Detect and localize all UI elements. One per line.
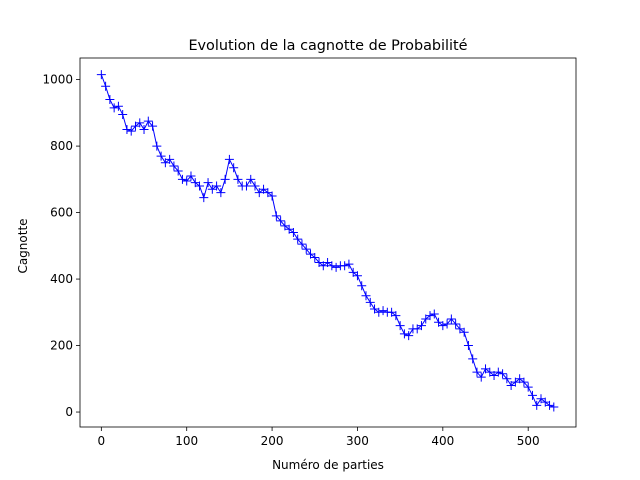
- data-point-marker: [216, 188, 226, 198]
- data-point-marker: [276, 216, 286, 226]
- data-point-marker: [442, 319, 452, 329]
- data-point-marker: [143, 116, 153, 126]
- data-point-marker: [301, 244, 311, 254]
- data-point-marker: [549, 402, 559, 412]
- data-point-marker: [310, 252, 320, 262]
- data-point-marker: [105, 95, 115, 105]
- data-point-marker: [288, 228, 298, 238]
- data-point-marker: [199, 193, 209, 203]
- y-tick-label: 1000: [42, 73, 73, 87]
- data-point-marker: [476, 372, 486, 382]
- data-point-marker: [233, 174, 243, 184]
- data-point-marker: [126, 126, 136, 136]
- x-axis-label: Numéro de parties: [272, 458, 384, 472]
- y-tick-label: 200: [50, 339, 73, 353]
- data-point-marker: [331, 262, 341, 272]
- data-point-marker: [327, 261, 337, 271]
- data-point-marker: [463, 341, 473, 351]
- data-point-marker: [118, 110, 128, 120]
- x-tick-label: 100: [175, 434, 198, 448]
- data-point-marker: [523, 382, 533, 392]
- data-point-marker: [438, 321, 448, 331]
- data-point-marker: [177, 174, 187, 184]
- data-point-marker: [113, 101, 123, 111]
- x-tick-label: 300: [346, 434, 369, 448]
- data-point-marker: [156, 151, 166, 161]
- data-point-marker: [203, 178, 213, 188]
- data-point-marker: [519, 377, 529, 387]
- data-point-marker: [182, 176, 192, 186]
- data-point-marker: [365, 297, 375, 307]
- data-point-marker: [152, 141, 162, 151]
- y-tick-label: 600: [50, 206, 73, 220]
- data-point-marker: [173, 166, 183, 176]
- data-point-marker: [502, 374, 512, 384]
- data-point-marker: [241, 181, 251, 191]
- y-tick-label: 400: [50, 272, 73, 286]
- data-point-marker: [135, 118, 145, 128]
- data-point-marker: [498, 369, 508, 379]
- data-point-marker: [139, 124, 149, 134]
- x-tick-label: 0: [98, 434, 106, 448]
- data-point-marker: [493, 367, 503, 377]
- data-point-marker: [250, 181, 260, 191]
- data-point-marker: [357, 281, 367, 291]
- data-point-marker: [391, 311, 401, 321]
- data-point-marker: [340, 261, 350, 271]
- data-point-marker: [545, 400, 555, 410]
- data-point-marker: [429, 309, 439, 319]
- y-tick-label: 800: [50, 139, 73, 153]
- data-point-marker: [246, 174, 256, 184]
- data-point-marker: [468, 354, 478, 364]
- data-point-marker: [122, 124, 132, 134]
- data-point-marker: [459, 327, 469, 337]
- data-point-marker: [446, 314, 456, 324]
- plot-area: [96, 70, 559, 412]
- data-point-marker: [472, 367, 482, 377]
- data-point-marker: [109, 103, 119, 113]
- axes-frame: [79, 57, 577, 428]
- data-point-marker: [293, 234, 303, 244]
- data-point-marker: [416, 321, 426, 331]
- data-point-marker: [195, 181, 205, 191]
- data-point-marker: [361, 291, 371, 301]
- y-axis: 0 200 400 600 800 1000: [42, 73, 80, 419]
- data-point-marker: [344, 259, 354, 269]
- x-tick-label: 400: [431, 434, 454, 448]
- data-point-marker: [404, 331, 414, 341]
- y-tick-label: 0: [65, 405, 73, 419]
- data-point-marker: [395, 321, 405, 331]
- data-point-marker: [352, 271, 362, 281]
- data-point-marker: [101, 81, 111, 91]
- data-point-marker: [374, 307, 384, 317]
- x-tick-label: 500: [517, 434, 540, 448]
- data-point-marker: [96, 70, 106, 80]
- data-point-marker: [224, 154, 234, 164]
- data-point-marker: [229, 163, 239, 173]
- chart-title: Evolution de la cagnotte de Probabilité: [188, 38, 467, 54]
- data-point-marker: [148, 121, 158, 131]
- data-point-marker: [527, 390, 537, 400]
- data-point-marker: [212, 181, 222, 191]
- data-point-marker: [169, 161, 179, 171]
- data-point-marker: [399, 329, 409, 339]
- x-axis: 0 100 200 300 400 500: [98, 427, 540, 448]
- data-point-marker: [425, 311, 435, 321]
- data-point-marker: [297, 239, 307, 249]
- data-point-marker: [271, 211, 281, 221]
- x-tick-label: 200: [261, 434, 284, 448]
- data-point-marker: [267, 191, 277, 201]
- data-point-marker: [165, 154, 175, 164]
- data-point-marker: [378, 306, 388, 316]
- data-point-marker: [451, 319, 461, 329]
- data-point-marker: [220, 174, 230, 184]
- data-point-marker: [186, 171, 196, 181]
- y-axis-label: Cagnotte: [16, 218, 30, 273]
- data-point-marker: [532, 400, 542, 410]
